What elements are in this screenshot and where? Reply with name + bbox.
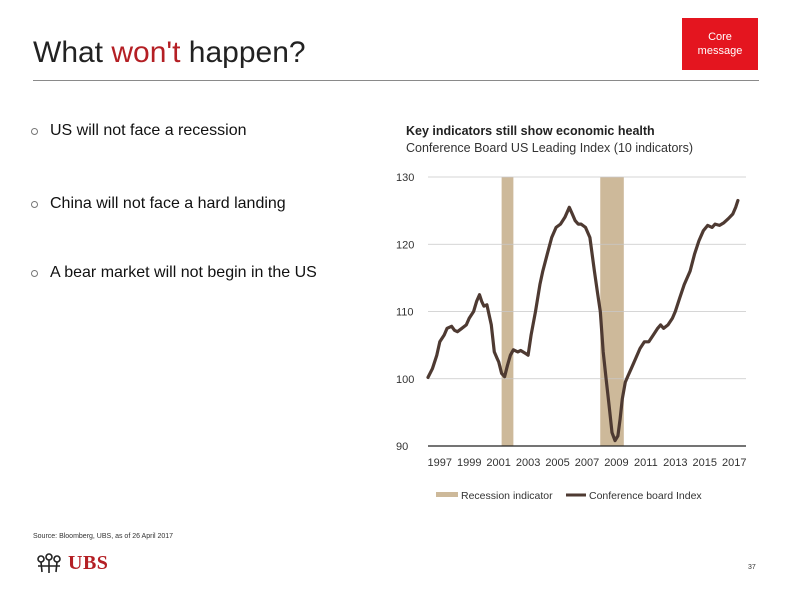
source-note: Source: Bloomberg, UBS, as of 26 April 2… — [33, 533, 174, 540]
x-tick-label: 2011 — [634, 457, 658, 469]
legend-label-recession: Recession indicator — [461, 490, 553, 502]
bullet-china-landing: China will not face a hard landing — [31, 195, 286, 213]
y-tick-label: 110 — [396, 307, 414, 319]
y-tick-label: 130 — [396, 172, 414, 184]
keys-logo-icon — [37, 552, 61, 573]
bullet-text: China will not face a hard landing — [50, 195, 286, 212]
y-tick-label: 120 — [396, 239, 414, 251]
badge-line-2: message — [697, 45, 743, 57]
bullet-dot-icon — [31, 269, 38, 277]
legend-swatch-recession — [436, 492, 458, 497]
x-tick-label: 2005 — [545, 457, 569, 469]
y-tick-label: 90 — [396, 441, 408, 453]
title-start: What — [33, 36, 112, 69]
x-tick-label: 1999 — [457, 457, 481, 469]
x-tick-label: 2007 — [575, 457, 599, 469]
core-message-badge: Core message — [682, 18, 758, 70]
chart-heading: Key indicators still show economic healt… — [406, 123, 693, 157]
x-tick-label: 2001 — [486, 457, 510, 469]
x-tick-label: 2013 — [663, 457, 687, 469]
title-divider — [33, 80, 759, 81]
badge-line-1: Core — [708, 31, 732, 43]
page-number: 37 — [748, 564, 756, 571]
bullet-dot-icon — [31, 127, 38, 135]
ubs-logo: UBS — [36, 552, 108, 575]
x-tick-label: 2015 — [693, 457, 717, 469]
legend-label-index: Conference board Index — [589, 490, 702, 502]
bullet-text: A bear market will not begin in the US — [50, 264, 317, 281]
series-line — [426, 198, 740, 443]
bullet-text: US will not face a recession — [50, 122, 247, 139]
x-tick-label: 1997 — [428, 457, 452, 469]
y-tick-label: 100 — [396, 374, 414, 386]
bullet-us-recession: US will not face a recession — [31, 122, 247, 140]
title-end: happen? — [180, 36, 306, 69]
bullet-dot-icon — [31, 200, 38, 208]
logo-wordmark: UBS — [68, 552, 109, 574]
title-accent: won't — [111, 36, 181, 69]
x-tick-label: 2009 — [604, 457, 628, 469]
chart-subtitle: Conference Board US Leading Index (10 in… — [406, 141, 693, 155]
slide-title: What won't happen? — [33, 36, 306, 70]
chart-title: Key indicators still show economic healt… — [406, 124, 655, 138]
x-tick-label: 2017 — [722, 457, 746, 469]
bullet-bear-market: A bear market will not begin in the US — [31, 264, 317, 282]
x-tick-label: 2003 — [516, 457, 540, 469]
